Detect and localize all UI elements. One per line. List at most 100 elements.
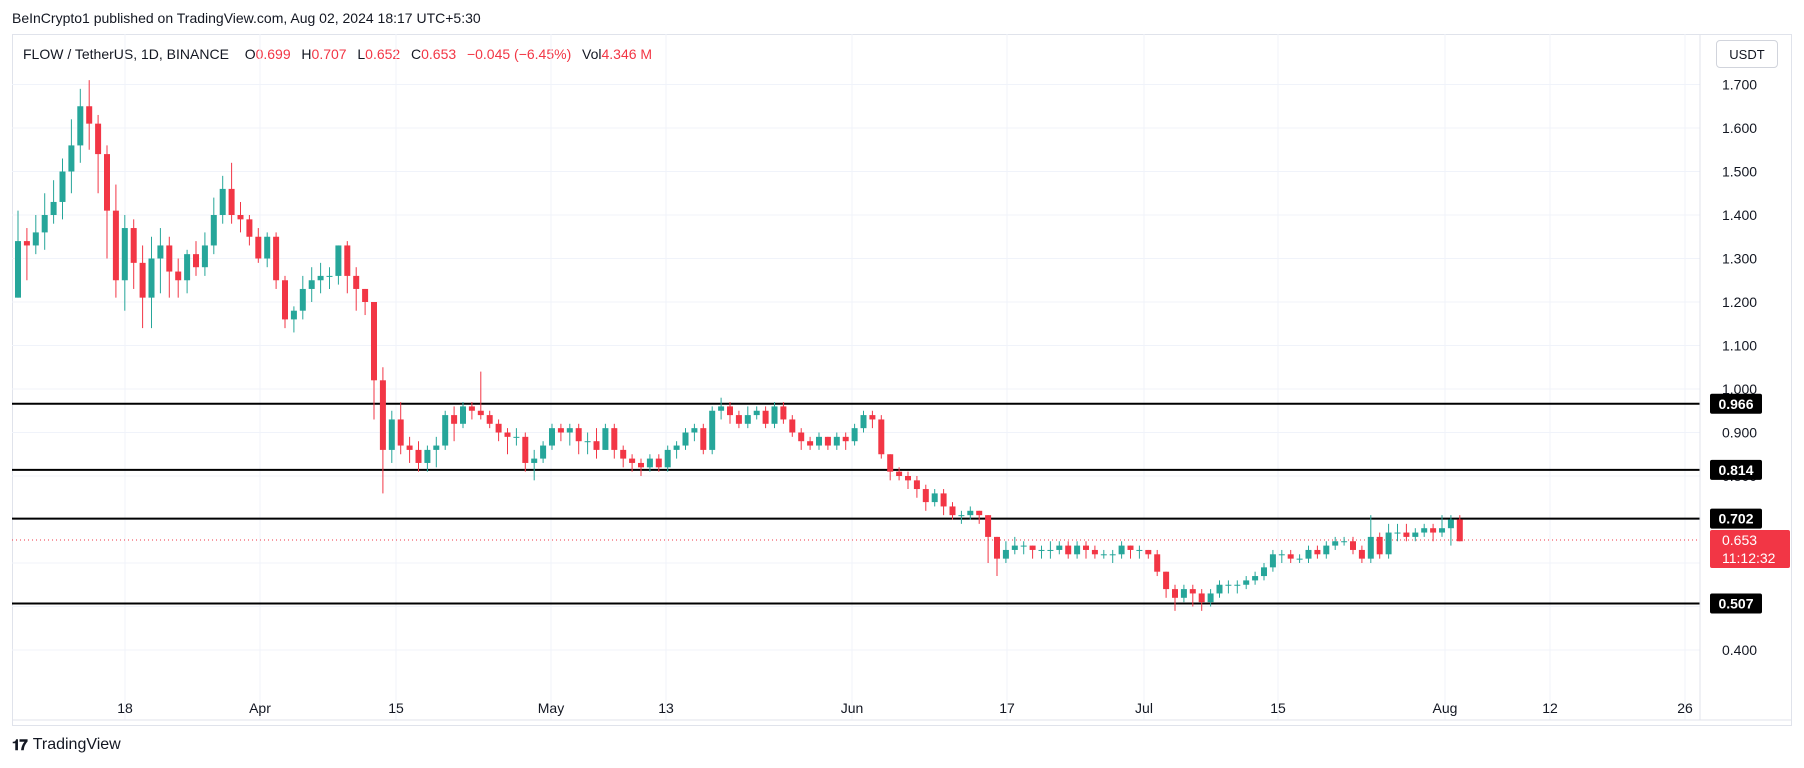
candle-body [290,310,297,320]
candle-body [727,406,733,416]
symbol-label[interactable]: FLOW / TetherUS, 1D, BINANCE [23,46,229,62]
candle-body [406,445,413,450]
candle-body [869,415,876,420]
candle-body [1225,584,1232,586]
candle-body [976,510,983,516]
candle-body [68,145,75,172]
tradingview-logo[interactable]: 𝟏𝟕 TradingView [12,736,121,754]
candle-body [1403,532,1410,537]
x-tick-label: 15 [1270,700,1286,716]
countdown-label: 11:12:32 [1722,550,1776,566]
high-label: H [301,46,312,62]
candle-body [842,436,849,442]
candle-body [1216,584,1223,594]
symbol-legend: FLOW / TetherUS, 1D, BINANCE O0.699 H0.7… [23,46,652,62]
candle-body [1385,532,1392,555]
candle-body [104,154,110,211]
candle-body [486,415,493,424]
candle-body [958,515,965,517]
candle-body [308,280,315,289]
candle-body [798,432,805,442]
candle-body [1011,545,1018,550]
y-tick-label: 1.500 [1722,164,1757,180]
candle-body [1332,541,1339,546]
candle-body [922,489,929,503]
candle-body [718,406,725,411]
candle-body [967,510,974,516]
candle-body [584,441,591,443]
y-tick-label: 1.100 [1722,338,1757,354]
tradingview-brand: TradingView [32,736,121,753]
candle-body [112,210,119,281]
candle-body [549,428,555,446]
candle-body [1350,541,1356,550]
currency-button[interactable]: USDT [1716,40,1778,68]
candle-body [193,254,199,268]
change-value: −0.045 (−6.45%) [466,46,572,62]
candle-body [1296,558,1303,560]
candle-body [753,410,760,416]
candle-body [388,419,395,450]
x-tick-label: 26 [1677,700,1693,716]
level-label: 0.966 [1718,396,1753,412]
candle-body [985,515,992,537]
candle-body [1252,576,1259,581]
candle-body [23,241,30,246]
candle-body [1456,519,1463,542]
grid-layer [12,34,1700,720]
level-label-box [1710,593,1762,614]
candle-body [344,245,351,276]
candle-body [415,449,422,463]
candle-body [1430,528,1437,533]
close-value: 0.653 [421,46,457,62]
candle-body [264,236,271,259]
candle-body [477,410,484,416]
candle-body [807,441,814,446]
x-tick-label: 18 [117,700,133,716]
candle-body [433,445,440,450]
y-tick-label: 0.400 [1722,642,1757,658]
level-label-box [1710,508,1762,529]
candle-body [379,380,386,450]
candle-body [59,171,66,202]
candle-body [940,493,947,507]
candle-body [1305,549,1312,559]
candle-body [824,436,831,446]
candle-body [682,432,689,446]
candle-body [1154,554,1161,572]
candle-body [451,415,458,424]
candle-body [700,428,707,450]
candle-body [219,188,226,215]
candle-body [175,271,182,281]
candle-body [299,288,306,311]
last-price-label: 0.653 [1722,532,1757,548]
candle-body [1261,567,1267,577]
candle-body [522,436,529,463]
candle-body [442,415,449,446]
candle-body [1314,549,1321,555]
candle-body [575,428,582,442]
candle-body [1118,545,1125,555]
y-tick-label: 1.000 [1722,381,1757,397]
candle-body [789,419,796,433]
candle-body [620,449,627,459]
candle-body [32,232,39,246]
candle-body [228,188,235,215]
last-price-label-box [1710,529,1790,568]
x-tick-label: Aug [1433,700,1458,716]
candle-body [1172,589,1178,598]
candle-body [504,432,511,437]
candle-body [611,428,618,450]
candle-body [638,462,644,468]
candle-body [41,215,48,233]
candle-body [780,406,787,420]
candle-body [424,449,431,463]
candle-body [1367,536,1374,559]
level-label: 0.702 [1718,511,1753,527]
candle-body [878,419,885,455]
candle-body [709,410,716,450]
candle-body [1394,532,1401,534]
open-value: 0.699 [255,46,291,62]
candle-body [1287,554,1294,559]
